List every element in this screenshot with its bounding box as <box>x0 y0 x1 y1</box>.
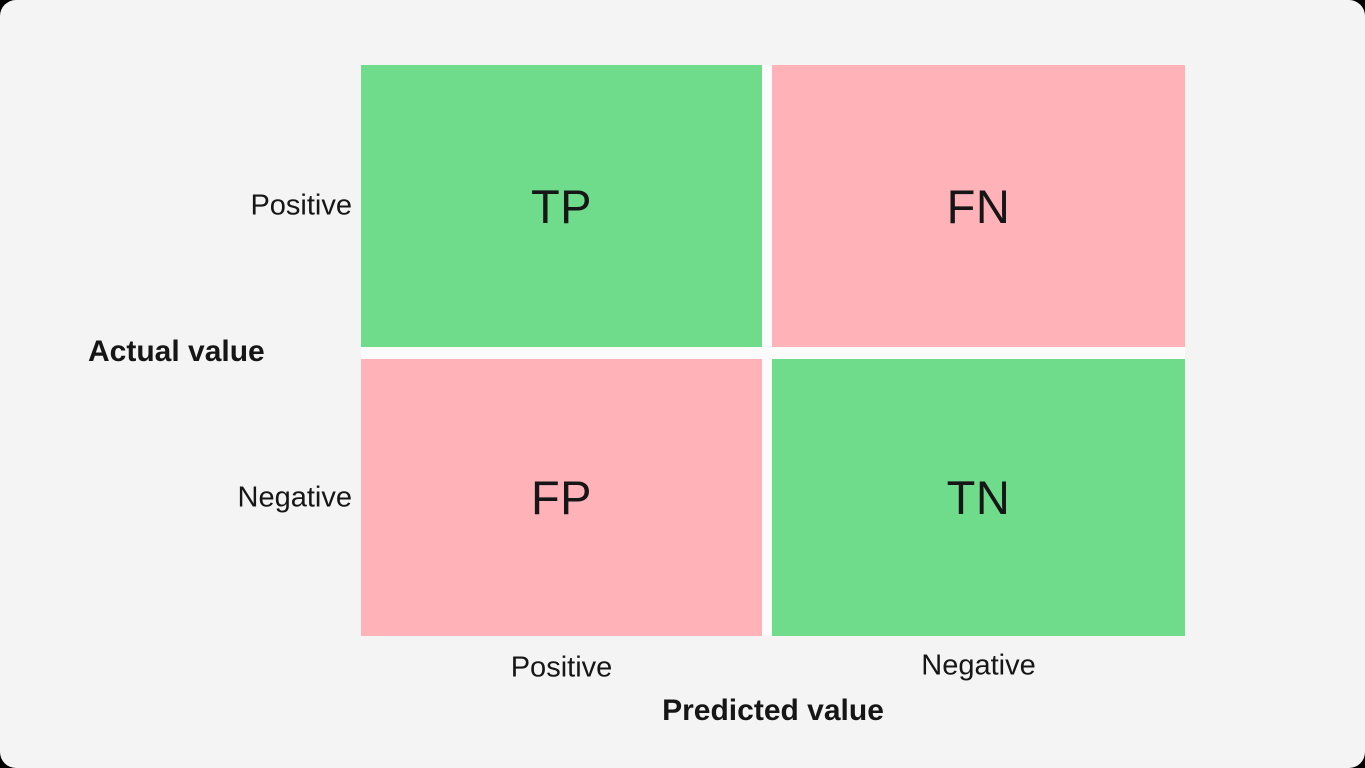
y-axis-title: Actual value <box>88 335 265 368</box>
cell-false-negative: FN <box>772 65 1185 347</box>
x-axis-title: Predicted value <box>662 694 884 727</box>
cell-false-positive: FP <box>361 359 762 636</box>
confusion-matrix-grid: TP FN FP TN <box>361 65 1185 636</box>
col-label-positive: Positive <box>510 651 613 684</box>
cell-true-negative: TN <box>772 359 1185 636</box>
row-label-negative: Negative <box>237 481 352 514</box>
cell-true-positive: TP <box>361 65 762 347</box>
row-label-positive: Positive <box>250 189 352 222</box>
col-label-negative: Negative <box>921 649 1036 682</box>
